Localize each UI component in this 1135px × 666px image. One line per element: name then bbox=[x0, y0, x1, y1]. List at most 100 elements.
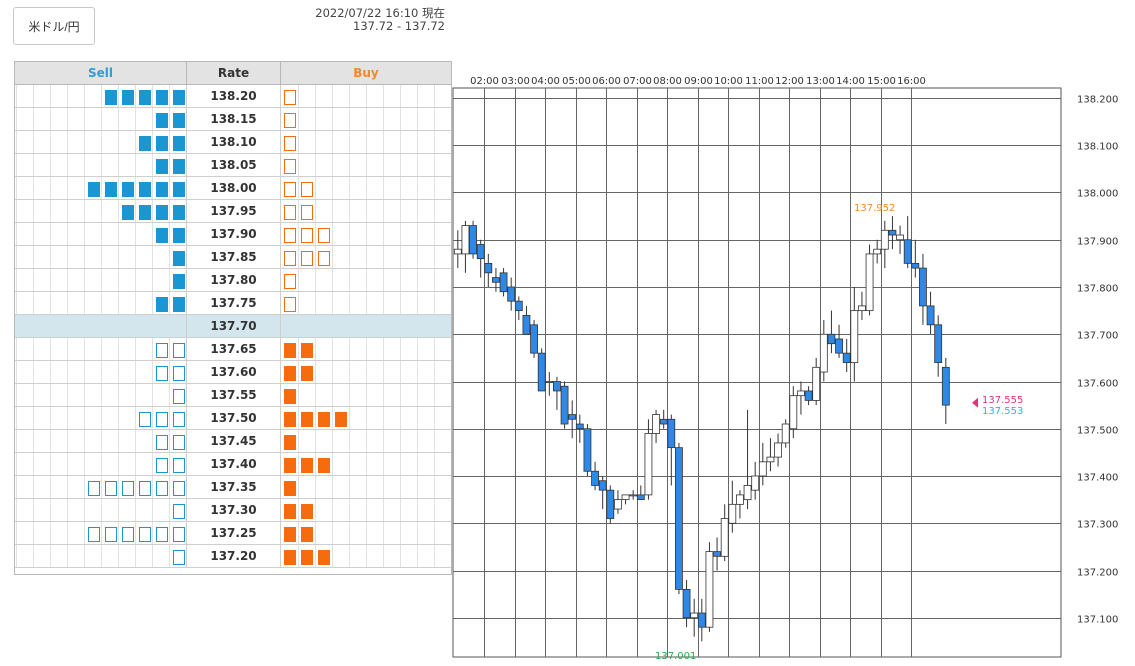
grid-line bbox=[332, 545, 333, 567]
candle bbox=[896, 225, 904, 254]
grid-line bbox=[383, 200, 384, 222]
grid-line bbox=[118, 177, 119, 199]
grid-line bbox=[417, 108, 418, 130]
candle-body bbox=[812, 366, 821, 401]
candle bbox=[675, 442, 683, 595]
ask-price-label: 137.555 bbox=[982, 395, 1023, 406]
grid-line bbox=[135, 430, 136, 452]
candle-body bbox=[553, 381, 561, 392]
grid-line bbox=[118, 200, 119, 222]
current-price-marker bbox=[972, 397, 978, 408]
grid-line bbox=[16, 384, 17, 406]
candle-body bbox=[880, 229, 889, 250]
candle-body bbox=[850, 310, 859, 363]
candle bbox=[514, 296, 523, 321]
order-book-table: Sell Rate Buy 138.20 138.15 138.10 138.05 13… bbox=[14, 61, 452, 575]
grid-line bbox=[152, 453, 153, 475]
y-tick-label: 137.100 bbox=[1077, 615, 1118, 626]
grid-line bbox=[67, 85, 68, 107]
buy-order-block bbox=[284, 251, 296, 266]
sell-cell bbox=[15, 315, 187, 337]
plot-area bbox=[452, 87, 1062, 658]
order-book-row: 137.75 bbox=[15, 292, 451, 315]
grid-line bbox=[383, 499, 384, 521]
grid-line bbox=[84, 407, 85, 429]
grid-line bbox=[33, 430, 34, 452]
candle bbox=[865, 244, 874, 316]
candle bbox=[476, 239, 485, 278]
candle-body bbox=[652, 414, 660, 434]
currency-pair-button[interactable]: 米ドル/円 bbox=[13, 7, 95, 45]
grid-line bbox=[135, 407, 136, 429]
grid-line bbox=[152, 177, 153, 199]
sell-order-block bbox=[105, 182, 117, 197]
grid-line bbox=[400, 430, 401, 452]
candle-body bbox=[697, 612, 706, 628]
grid-line bbox=[135, 223, 136, 245]
order-book-row: 138.20 bbox=[15, 85, 451, 108]
grid-line bbox=[101, 131, 102, 153]
candle bbox=[880, 220, 889, 269]
candle-body bbox=[621, 494, 630, 501]
grid-line bbox=[67, 499, 68, 521]
grid-line bbox=[50, 85, 51, 107]
sell-order-block bbox=[88, 481, 100, 496]
grid-line bbox=[135, 177, 136, 199]
grid-line bbox=[298, 476, 299, 498]
candle-body bbox=[629, 494, 638, 497]
sell-order-block bbox=[122, 481, 134, 496]
grid-line bbox=[332, 154, 333, 176]
candle-body bbox=[476, 244, 485, 260]
grid-line bbox=[417, 476, 418, 498]
grid-line bbox=[349, 177, 350, 199]
grid-line bbox=[33, 453, 34, 475]
grid-line bbox=[298, 545, 299, 567]
rate-cell: 137.65 bbox=[187, 338, 281, 360]
grid-line bbox=[383, 223, 384, 245]
grid-line bbox=[434, 269, 435, 291]
grid-line bbox=[315, 223, 316, 245]
grid-line bbox=[67, 545, 68, 567]
candle bbox=[758, 442, 767, 486]
candle bbox=[797, 381, 805, 415]
sell-order-block bbox=[173, 182, 185, 197]
sell-order-block bbox=[156, 159, 168, 174]
sell-order-block bbox=[139, 481, 151, 496]
candle-body bbox=[758, 461, 767, 477]
grid-line bbox=[298, 246, 299, 268]
grid-line bbox=[298, 200, 299, 222]
grid-line bbox=[349, 361, 350, 383]
candle bbox=[919, 253, 927, 325]
candle-body bbox=[453, 248, 462, 255]
grid-line bbox=[16, 338, 17, 360]
grid-line bbox=[67, 407, 68, 429]
sell-order-block bbox=[156, 435, 168, 450]
grid-line bbox=[50, 223, 51, 245]
buy-column-header: Buy bbox=[281, 62, 451, 85]
grid-line bbox=[417, 177, 418, 199]
x-tick-label: 05:00 bbox=[562, 76, 591, 87]
sell-order-block bbox=[139, 527, 151, 542]
grid-line bbox=[50, 246, 51, 268]
buy-order-block bbox=[284, 343, 296, 358]
grid-line bbox=[315, 131, 316, 153]
grid-line bbox=[67, 384, 68, 406]
sell-order-block bbox=[173, 458, 185, 473]
candle bbox=[492, 268, 500, 292]
candle bbox=[911, 239, 920, 278]
grid-line bbox=[417, 545, 418, 567]
candle bbox=[598, 476, 607, 510]
grid-line bbox=[101, 407, 102, 429]
rate-cell: 137.95 bbox=[187, 200, 281, 222]
grid-line bbox=[298, 292, 299, 314]
grid-line bbox=[118, 85, 119, 107]
sell-order-block bbox=[173, 550, 185, 565]
candle-body bbox=[835, 338, 843, 354]
grid-line bbox=[84, 269, 85, 291]
grid-line bbox=[315, 361, 316, 383]
grid-line bbox=[67, 108, 68, 130]
chart-grid bbox=[452, 87, 1062, 658]
grid-line bbox=[332, 131, 333, 153]
buy-order-block bbox=[318, 550, 330, 565]
timestamp-panel: 2022/07/22 16:10 現在 137.72 - 137.72 bbox=[300, 7, 445, 33]
